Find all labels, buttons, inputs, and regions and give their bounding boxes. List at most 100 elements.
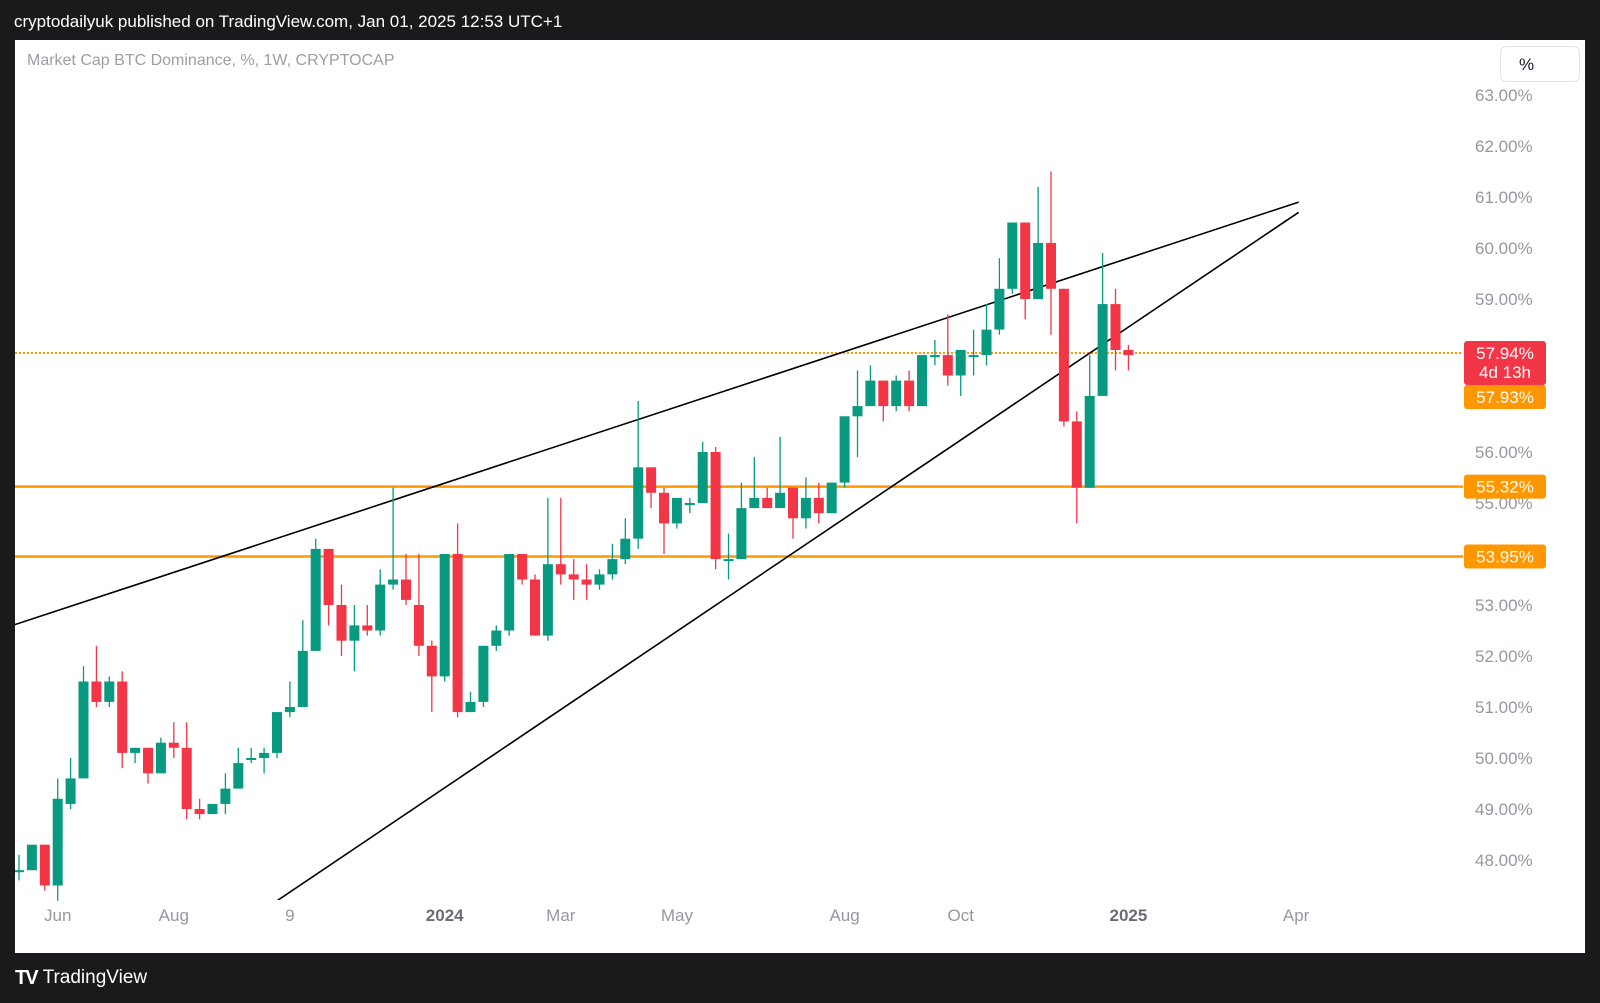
- candle-body: [375, 584, 386, 631]
- y-tick-label: 48.00%: [1475, 851, 1533, 870]
- candle-body: [955, 350, 966, 376]
- candle-body: [994, 288, 1005, 330]
- candle-body: [504, 554, 515, 631]
- candle-body: [143, 747, 153, 774]
- level-price-tag: [1464, 544, 1546, 569]
- y-tick-label: 56.00%: [1475, 443, 1533, 462]
- candle-body: [1046, 242, 1056, 289]
- candle-body: [710, 452, 721, 560]
- candle-body: [723, 559, 734, 562]
- candle-body: [413, 605, 424, 646]
- y-tick-label: 52.00%: [1475, 647, 1533, 666]
- candle-body: [542, 564, 553, 636]
- candle-body: [65, 778, 76, 804]
- x-tick-label: Jun: [44, 906, 71, 925]
- candle-body: [336, 605, 347, 641]
- x-tick-label: 9: [285, 906, 294, 925]
- x-tick-label: Oct: [947, 906, 974, 925]
- candle-body: [246, 758, 257, 760]
- candle-body: [297, 650, 308, 707]
- y-tick-label: 50.00%: [1475, 749, 1533, 768]
- last-price-text: 57.94%: [1476, 344, 1534, 363]
- candle-body: [904, 380, 915, 407]
- candle-body: [800, 497, 811, 519]
- candle-body: [736, 508, 747, 560]
- candle-body: [155, 742, 166, 774]
- y-tick-label: 55.00%: [1475, 494, 1533, 513]
- tradingview-logo-icon: TV: [15, 966, 39, 989]
- x-tick-label: May: [661, 906, 694, 925]
- candle-body: [220, 788, 231, 804]
- level-price-text: 53.95%: [1476, 548, 1534, 567]
- candle-body: [130, 747, 141, 753]
- candle-body: [284, 707, 295, 713]
- publish-info-bar: cryptodailyuk published on TradingView.c…: [0, 0, 1600, 40]
- candle-body: [426, 645, 437, 677]
- tradingview-brand[interactable]: TV TradingView: [15, 963, 147, 993]
- chart-panel[interactable]: 48.00% 49.00% 50.00% 51.00% 52.00% 53.00% 55.0…: [15, 40, 1585, 953]
- candle-body: [1033, 242, 1044, 299]
- candle-body: [478, 645, 489, 702]
- candle-body: [233, 763, 244, 789]
- candle-body: [684, 503, 695, 505]
- y-tick-label: 61.00%: [1475, 188, 1533, 207]
- candle-body: [91, 681, 102, 702]
- candle-body: [401, 579, 411, 600]
- x-tick-label: 2025: [1109, 906, 1147, 925]
- candle-body: [929, 355, 940, 358]
- tradingview-brand-name: TradingView: [42, 967, 148, 988]
- candle-body: [259, 752, 270, 758]
- candle-body: [839, 416, 850, 483]
- candle-body: [865, 380, 876, 407]
- candle-body: [1084, 395, 1095, 488]
- x-tick-label: Aug: [829, 906, 859, 925]
- candle-body: [968, 355, 979, 358]
- candle-body: [633, 467, 644, 539]
- candlestick-chart[interactable]: 48.00% 49.00% 50.00% 51.00% 52.00% 53.00% 55.0…: [15, 40, 1585, 953]
- candle-body: [310, 548, 321, 651]
- candle-body: [181, 747, 192, 809]
- candle-body: [517, 554, 528, 580]
- candle-body: [697, 452, 708, 503]
- candle-body: [349, 625, 360, 641]
- y-tick-label: 59.00%: [1475, 290, 1533, 309]
- candle-body: [530, 579, 540, 636]
- candle-body: [749, 497, 760, 509]
- candle-body: [1007, 222, 1018, 289]
- candle-body: [15, 870, 24, 873]
- y-tick-label: 60.00%: [1475, 239, 1533, 258]
- x-tick-label: Mar: [546, 906, 576, 925]
- last-price-text: 4d 13h: [1479, 363, 1531, 382]
- candle-body: [607, 559, 618, 575]
- candle-body: [878, 380, 889, 407]
- candle-body: [491, 630, 502, 646]
- candle-body: [1097, 304, 1108, 396]
- candle-body: [1071, 421, 1082, 488]
- candle-body: [78, 681, 89, 779]
- candle-body: [439, 554, 450, 677]
- candle-body: [362, 625, 373, 631]
- candle-body: [465, 701, 476, 713]
- y-tick-label: 62.00%: [1475, 137, 1533, 156]
- candle-body: [52, 798, 63, 886]
- candle-body: [981, 329, 992, 356]
- candle-body: [194, 809, 205, 815]
- candle-body: [620, 538, 631, 560]
- candle-body: [762, 497, 773, 509]
- candle-body: [594, 574, 605, 585]
- candle-body: [452, 554, 463, 713]
- candle-body: [581, 579, 592, 585]
- candle-body: [568, 574, 579, 580]
- last-price-tag: [1464, 341, 1546, 386]
- candle-body: [323, 548, 334, 605]
- level-price-text: 57.93%: [1476, 388, 1534, 407]
- candle-body: [646, 467, 657, 493]
- percent-scale-button[interactable]: %: [1500, 46, 1580, 82]
- candle-body: [117, 681, 128, 753]
- candle-body: [1020, 222, 1031, 299]
- level-price-tag: [1464, 474, 1546, 499]
- candle-body: [852, 406, 863, 417]
- candle-body: [917, 355, 927, 407]
- candle-body: [26, 844, 37, 871]
- level-price-text: 55.32%: [1476, 478, 1534, 497]
